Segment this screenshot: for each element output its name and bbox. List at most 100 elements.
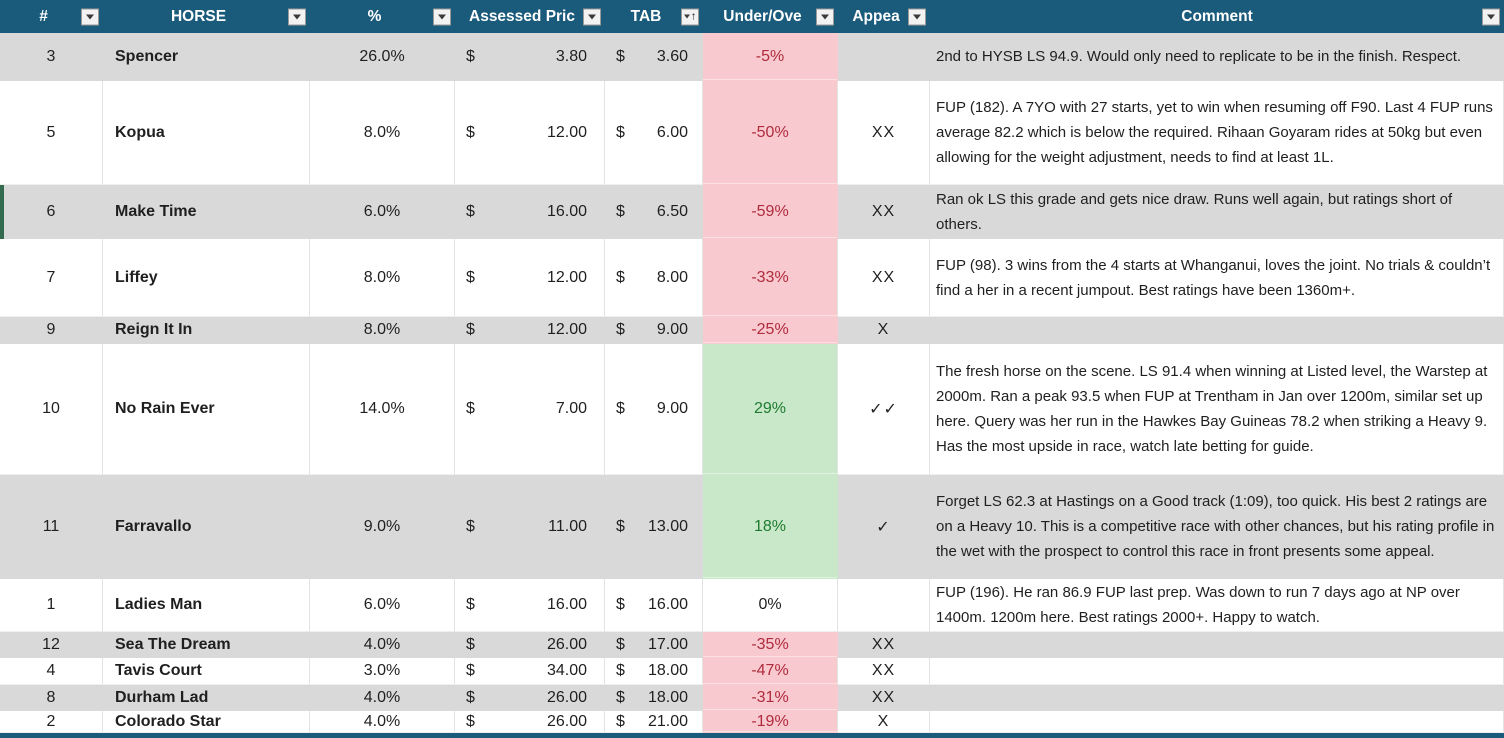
cell-win-percent[interactable]: 14.0% <box>310 344 455 475</box>
cell-comment[interactable] <box>930 711 1504 733</box>
cell-horse-name[interactable]: Kopua <box>103 81 310 185</box>
column-header-assessed-price[interactable]: Assessed Pric <box>455 0 605 33</box>
filter-dropdown-icon[interactable] <box>583 8 601 25</box>
cell-comment[interactable]: Ran ok LS this grade and gets nice draw.… <box>930 185 1504 239</box>
filter-sort-ascending-icon[interactable]: ↑ <box>681 8 699 25</box>
cell-under-over[interactable]: -47% <box>703 658 838 685</box>
cell-under-over[interactable]: 29% <box>703 344 838 475</box>
cell-tab-price[interactable]: $ 3.60 <box>605 33 703 81</box>
cell-tab-price[interactable]: $ 21.00 <box>605 711 703 733</box>
cell-tab-price[interactable]: $ 9.00 <box>605 344 703 475</box>
column-header-number[interactable]: # <box>0 0 103 33</box>
cell-horse-number[interactable]: 5 <box>0 81 103 185</box>
cell-under-over[interactable]: -35% <box>703 632 838 658</box>
cell-win-percent[interactable]: 4.0% <box>310 685 455 711</box>
cell-win-percent[interactable]: 6.0% <box>310 185 455 239</box>
cell-appeal[interactable]: XX <box>838 81 930 185</box>
cell-horse-name[interactable]: Farravallo <box>103 475 310 579</box>
cell-horse-number[interactable]: 4 <box>0 658 103 685</box>
cell-win-percent[interactable]: 4.0% <box>310 711 455 733</box>
cell-horse-number[interactable]: 2 <box>0 711 103 733</box>
cell-win-percent[interactable]: 8.0% <box>310 317 455 344</box>
cell-appeal[interactable]: X <box>838 711 930 733</box>
cell-horse-name[interactable]: Make Time <box>103 185 310 239</box>
cell-comment[interactable] <box>930 632 1504 658</box>
cell-appeal[interactable]: XX <box>838 185 930 239</box>
column-header-comment[interactable]: Comment <box>930 0 1504 33</box>
cell-horse-name[interactable]: Durham Lad <box>103 685 310 711</box>
cell-assessed-price[interactable]: $ 26.00 <box>455 711 605 733</box>
cell-horse-number[interactable]: 12 <box>0 632 103 658</box>
cell-tab-price[interactable]: $ 9.00 <box>605 317 703 344</box>
cell-horse-name[interactable]: Sea The Dream <box>103 632 310 658</box>
cell-under-over[interactable]: 18% <box>703 475 838 579</box>
cell-comment[interactable]: Forget LS 62.3 at Hastings on a Good tra… <box>930 475 1504 579</box>
cell-tab-price[interactable]: $ 6.50 <box>605 185 703 239</box>
filter-dropdown-icon[interactable] <box>288 8 306 25</box>
cell-comment[interactable]: FUP (182). A 7YO with 27 starts, yet to … <box>930 81 1504 185</box>
cell-horse-name[interactable]: Spencer <box>103 33 310 81</box>
cell-horse-number[interactable]: 11 <box>0 475 103 579</box>
cell-win-percent[interactable]: 6.0% <box>310 579 455 632</box>
cell-under-over[interactable]: -25% <box>703 317 838 344</box>
cell-tab-price[interactable]: $ 16.00 <box>605 579 703 632</box>
cell-under-over[interactable]: -5% <box>703 33 838 81</box>
filter-dropdown-icon[interactable] <box>816 8 834 25</box>
filter-dropdown-icon[interactable] <box>433 8 451 25</box>
cell-tab-price[interactable]: $ 13.00 <box>605 475 703 579</box>
cell-assessed-price[interactable]: $ 26.00 <box>455 632 605 658</box>
cell-win-percent[interactable]: 3.0% <box>310 658 455 685</box>
filter-dropdown-icon[interactable] <box>908 8 926 25</box>
cell-horse-number[interactable]: 1 <box>0 579 103 632</box>
cell-under-over[interactable]: -59% <box>703 185 838 239</box>
cell-horse-name[interactable]: No Rain Ever <box>103 344 310 475</box>
cell-horse-name[interactable]: Liffey <box>103 239 310 317</box>
cell-appeal[interactable] <box>838 33 930 81</box>
cell-win-percent[interactable]: 8.0% <box>310 81 455 185</box>
column-header-horse[interactable]: HORSE <box>103 0 310 33</box>
cell-tab-price[interactable]: $ 18.00 <box>605 658 703 685</box>
cell-assessed-price[interactable]: $ 12.00 <box>455 239 605 317</box>
cell-assessed-price[interactable]: $ 34.00 <box>455 658 605 685</box>
cell-horse-name[interactable]: Tavis Court <box>103 658 310 685</box>
cell-win-percent[interactable]: 9.0% <box>310 475 455 579</box>
cell-horse-number[interactable]: 8 <box>0 685 103 711</box>
cell-horse-number[interactable]: 6 <box>0 185 103 239</box>
cell-appeal[interactable]: XX <box>838 239 930 317</box>
cell-assessed-price[interactable]: $ 26.00 <box>455 685 605 711</box>
cell-comment[interactable] <box>930 685 1504 711</box>
cell-appeal[interactable]: ✓ <box>838 475 930 579</box>
cell-assessed-price[interactable]: $ 12.00 <box>455 81 605 185</box>
cell-horse-name[interactable]: Reign It In <box>103 317 310 344</box>
cell-horse-number[interactable]: 7 <box>0 239 103 317</box>
cell-horse-name[interactable]: Colorado Star <box>103 711 310 733</box>
cell-comment[interactable]: FUP (196). He ran 86.9 FUP last prep. Wa… <box>930 579 1504 632</box>
cell-horse-number[interactable]: 3 <box>0 33 103 81</box>
column-header-under-over[interactable]: Under/Ove <box>703 0 838 33</box>
cell-appeal[interactable]: XX <box>838 685 930 711</box>
cell-tab-price[interactable]: $ 8.00 <box>605 239 703 317</box>
filter-dropdown-icon[interactable] <box>81 8 99 25</box>
cell-under-over[interactable]: -33% <box>703 239 838 317</box>
cell-appeal[interactable]: X <box>838 317 930 344</box>
cell-comment[interactable]: The fresh horse on the scene. LS 91.4 wh… <box>930 344 1504 475</box>
cell-under-over[interactable]: -19% <box>703 711 838 733</box>
cell-appeal[interactable] <box>838 579 930 632</box>
cell-assessed-price[interactable]: $ 12.00 <box>455 317 605 344</box>
cell-tab-price[interactable]: $ 6.00 <box>605 81 703 185</box>
cell-win-percent[interactable]: 26.0% <box>310 33 455 81</box>
cell-appeal[interactable]: ✓✓ <box>838 344 930 475</box>
cell-under-over[interactable]: -31% <box>703 685 838 711</box>
cell-assessed-price[interactable]: $ 7.00 <box>455 344 605 475</box>
cell-comment[interactable]: FUP (98). 3 wins from the 4 starts at Wh… <box>930 239 1504 317</box>
column-header-percent[interactable]: % <box>310 0 455 33</box>
cell-horse-number[interactable]: 9 <box>0 317 103 344</box>
cell-win-percent[interactable]: 4.0% <box>310 632 455 658</box>
filter-dropdown-icon[interactable] <box>1482 8 1500 25</box>
cell-appeal[interactable]: XX <box>838 632 930 658</box>
cell-under-over[interactable]: -50% <box>703 81 838 185</box>
cell-win-percent[interactable]: 8.0% <box>310 239 455 317</box>
cell-tab-price[interactable]: $ 17.00 <box>605 632 703 658</box>
cell-assessed-price[interactable]: $ 16.00 <box>455 185 605 239</box>
cell-comment[interactable]: 2nd to HYSB LS 94.9. Would only need to … <box>930 33 1504 81</box>
